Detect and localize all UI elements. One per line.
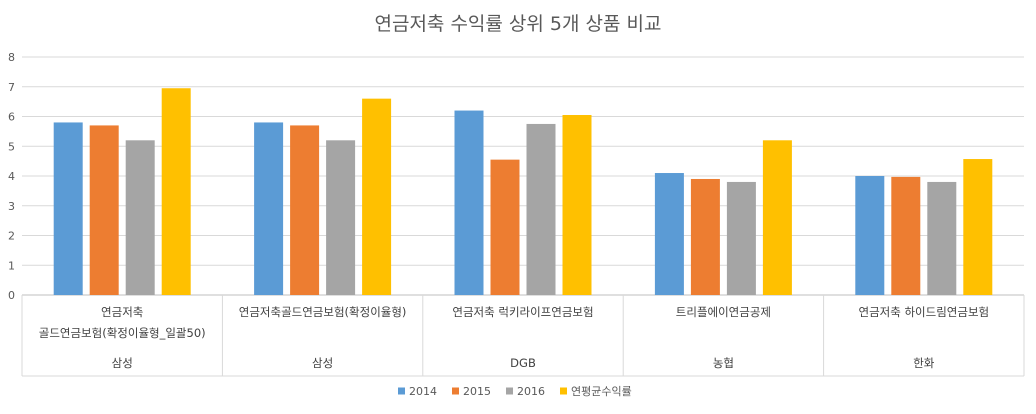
bar [562,115,592,295]
bar [89,125,119,295]
category-label: 연금저축 럭키라이프연금보험 [452,305,593,319]
category-label: 연금저축 하이드림연금보험 [858,305,989,319]
bar [855,176,885,295]
y-tick-label: 0 [8,289,15,302]
chart-title: 연금저축 수익률 상위 5개 상품 비교 [374,13,661,35]
y-tick-label: 5 [8,140,15,153]
legend-swatch [452,387,459,395]
bar [161,88,191,295]
legend-swatch [398,387,405,395]
y-tick-label: 1 [8,259,15,272]
y-tick-label: 2 [8,230,15,243]
bar [254,122,284,295]
group-label: 삼성 [312,356,333,370]
y-tick-label: 3 [8,200,15,213]
group-label: DGB [510,356,536,370]
bars [53,88,993,296]
bar [927,181,957,295]
legend-label: 연평균수익률 [571,385,632,398]
legend-label: 2015 [463,385,491,398]
bar [690,178,720,295]
y-tick-label: 8 [8,51,15,64]
bar [891,176,921,295]
bar [654,173,684,295]
legend-label: 2014 [409,385,437,398]
bar [53,122,83,295]
category-label: 연금저축 [101,305,143,319]
group-label: 농협 [713,356,734,370]
bar [362,98,392,296]
bar [526,123,556,295]
bar [454,110,484,295]
category-label: 골드연금보험(확정이율형_일괄50) [39,326,206,340]
y-tick-label: 4 [8,170,15,183]
legend-label: 2016 [517,385,545,398]
category-label: 연금저축골드연금보험(확정이율형) [239,305,407,319]
bar [726,181,756,295]
legend-swatch [560,387,567,395]
y-tick-label: 7 [8,81,15,94]
category-label: 트리플에이연금공제 [676,305,771,319]
y-axis: 0 1 2 3 4 5 6 7 8 [8,51,15,302]
legend: 2014 2015 2016 연평균수익률 [398,385,632,398]
group-label: 삼성 [112,356,133,370]
bar [963,159,993,295]
y-tick-label: 6 [8,111,15,124]
bar [762,140,792,295]
x-axis: 연금저축골드연금보험(확정이율형_일괄50) 삼성 연금저축골드연금보험(확정이율형… [21,295,1025,377]
bar [290,125,320,295]
legend-swatch [506,387,513,395]
bar [490,159,520,295]
bar [125,140,155,295]
group-label: 한화 [913,356,935,370]
bar [326,140,356,295]
